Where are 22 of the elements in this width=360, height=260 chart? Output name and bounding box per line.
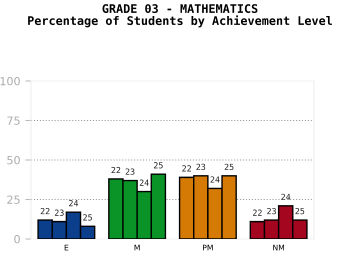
series-label: 22 bbox=[40, 208, 50, 214]
y-tick-label: 25 bbox=[7, 195, 20, 204]
text: 24 bbox=[140, 180, 149, 186]
chart-title: GRADE 03 - MATHEMATICS Percentage of Students by Achievement Level bbox=[28, 4, 332, 28]
y-tick-label: 100 bbox=[0, 76, 20, 86]
text: 25 bbox=[154, 162, 163, 168]
text: 23 bbox=[267, 208, 276, 214]
y-tick-label: 50 bbox=[7, 156, 20, 164]
text: 22 bbox=[253, 210, 262, 216]
series-label: 23 bbox=[54, 210, 64, 216]
text: 22 bbox=[182, 165, 191, 172]
y-tick-label: 0 bbox=[14, 234, 20, 244]
text: 22 bbox=[112, 166, 120, 174]
text: 25 bbox=[295, 208, 304, 214]
text: 23 bbox=[196, 164, 206, 170]
text: 24 bbox=[210, 176, 220, 183]
text: 24 bbox=[281, 194, 290, 200]
text: 23 bbox=[126, 168, 134, 175]
series-label: 24 bbox=[69, 200, 78, 206]
text: 25 bbox=[224, 164, 234, 170]
y-tick-label: 75 bbox=[7, 116, 20, 125]
series-label: 25 bbox=[83, 214, 92, 221]
